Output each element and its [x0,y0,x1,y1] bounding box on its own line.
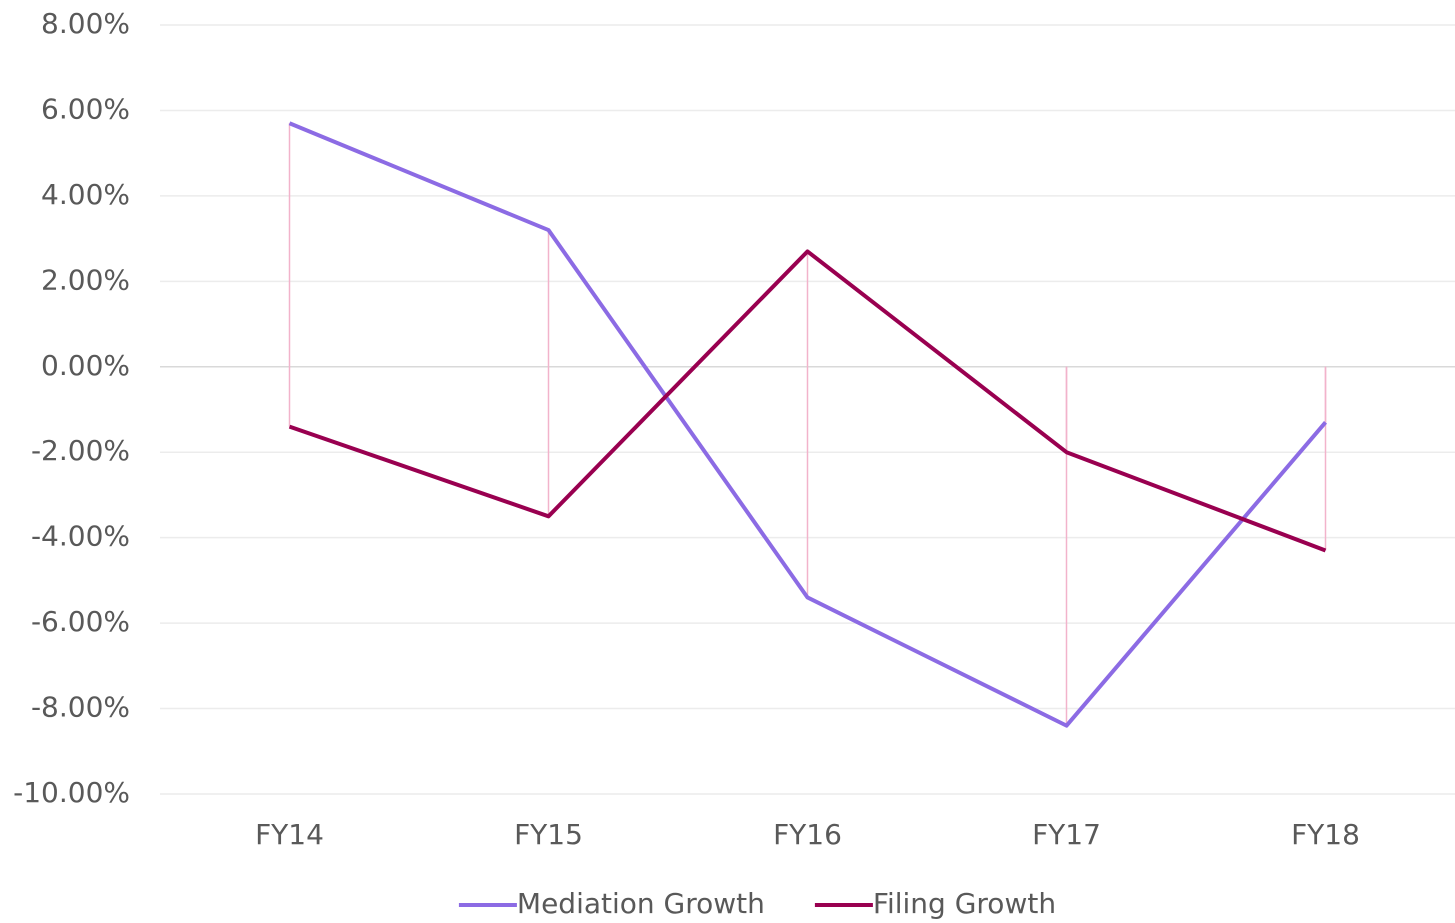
y-tick-label: 6.00% [41,92,130,125]
y-tick-label: -10.00% [13,776,130,809]
x-tick-label: FY15 [514,818,583,851]
series-line [288,121,1328,728]
y-tick-label: -2.00% [31,434,130,467]
y-tick-label: -8.00% [31,691,130,724]
x-tick-label: FY16 [773,818,842,851]
series-line [288,249,1327,553]
x-tick-label: FY17 [1032,818,1101,851]
y-tick-label: 0.00% [41,349,130,382]
x-tick-label: FY18 [1291,818,1360,851]
y-tick-label: 4.00% [41,178,130,211]
legend-label: Mediation Growth [517,887,765,920]
y-tick-label: 2.00% [41,263,130,296]
y-tick-label: -4.00% [31,520,130,553]
y-tick-label: 8.00% [41,7,130,40]
legend-label: Filing Growth [873,887,1056,920]
x-tick-label: FY14 [255,818,324,851]
y-tick-label: -6.00% [31,605,130,638]
